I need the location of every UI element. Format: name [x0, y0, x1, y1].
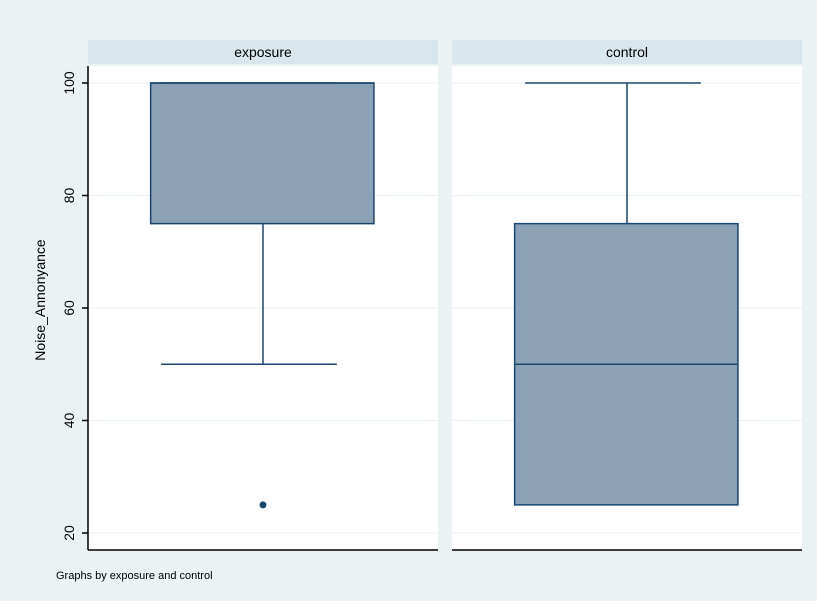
- panel-0-outlier-point: [259, 501, 267, 509]
- panel-0-title: exposure: [234, 44, 292, 60]
- y-tick-label: 60: [61, 300, 77, 316]
- y-tick-label: 80: [61, 188, 77, 204]
- y-axis-label: Noise_Annonyance: [32, 239, 48, 361]
- graph-note: Graphs by exposure and control: [56, 570, 213, 582]
- y-tick-label: 20: [61, 525, 77, 541]
- panel-1-title: control: [606, 44, 648, 60]
- panel-0-box: [149, 82, 375, 225]
- panel-0-strip: [88, 40, 438, 64]
- panel-1-strip: [452, 40, 802, 64]
- y-tick-label: 40: [61, 413, 77, 429]
- y-tick-label: 100: [61, 71, 77, 95]
